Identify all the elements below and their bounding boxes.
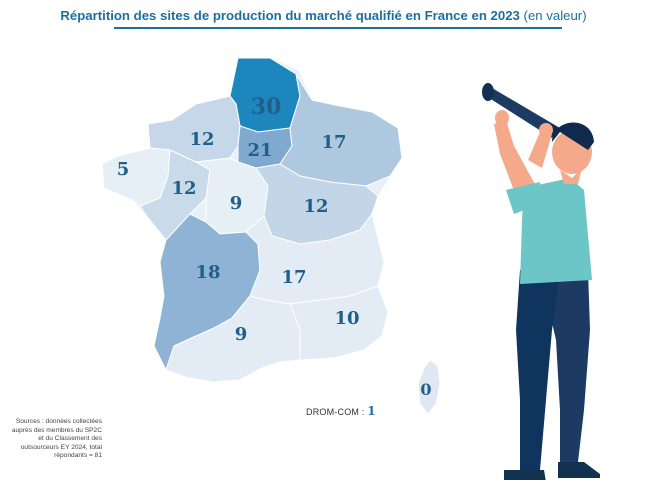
region-label-hauts-de-france: 30	[251, 94, 282, 120]
map-title-main: Répartition des sites de production du m…	[60, 8, 520, 23]
map-title: Répartition des sites de production du m…	[0, 8, 647, 23]
region-label-paca: 10	[334, 308, 359, 329]
region-label-grand-est: 17	[321, 132, 346, 153]
region-label-ile-de-france: 21	[247, 140, 272, 161]
region-auvergne-rhone-alpes	[245, 212, 385, 305]
drom-com-value: 1	[367, 404, 376, 418]
title-underline	[114, 27, 562, 29]
region-label-bourgogne-franche-comte: 12	[303, 196, 328, 217]
region-label-occitanie: 9	[235, 324, 248, 345]
drom-com-text: DROM-COM :	[306, 407, 365, 417]
region-label-nouvelle-aquitaine: 18	[195, 262, 220, 283]
drom-com-label: DROM-COM : 1	[306, 404, 376, 418]
region-paca	[289, 285, 389, 361]
region-label-pays-de-la-loire: 12	[171, 178, 196, 199]
region-corse	[417, 359, 441, 415]
region-label-auvergne-rhone-alpes: 17	[281, 267, 306, 288]
sources-note: Sources : données collectées auprès des …	[11, 418, 102, 460]
region-label-centre-val-de-loire: 9	[230, 193, 243, 214]
map-title-sub: (en valeur)	[523, 8, 587, 23]
region-label-corse: 0	[420, 380, 431, 399]
region-label-normandie: 12	[189, 129, 214, 150]
region-label-bretagne: 5	[117, 159, 130, 180]
person-illustration	[482, 83, 600, 483]
